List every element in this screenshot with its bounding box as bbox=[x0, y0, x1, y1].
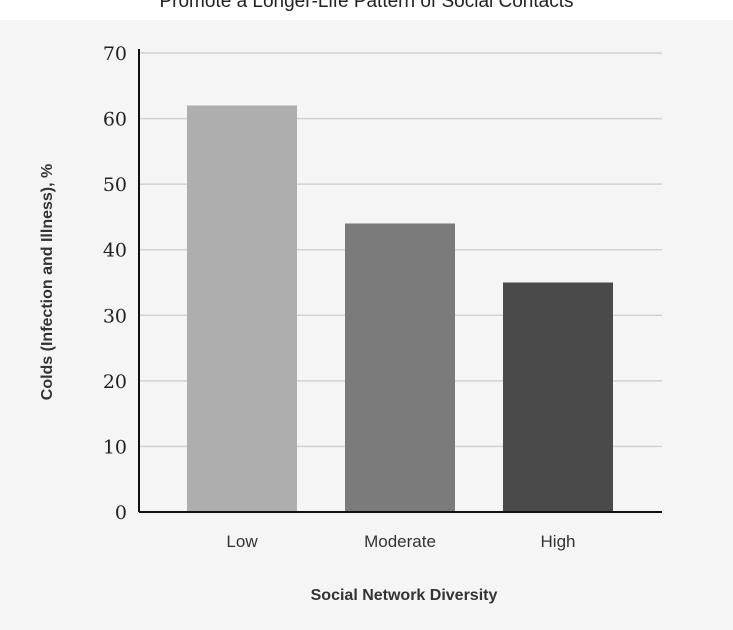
x-tick-label: Low bbox=[226, 532, 258, 551]
y-tick-labels: 0 10 20 30 40 50 60 70 bbox=[103, 43, 127, 524]
y-tick-label: 0 bbox=[115, 502, 127, 524]
y-tick-label: 50 bbox=[103, 174, 127, 196]
x-tick-labels: Low Moderate High bbox=[226, 532, 575, 551]
bar-chart: 0 10 20 30 40 50 60 70 Low Moderate High Social N… bbox=[39, 43, 662, 604]
y-tick-label: 30 bbox=[103, 305, 127, 327]
bar-high bbox=[503, 282, 613, 512]
bar-low bbox=[187, 105, 297, 512]
top-caption: Promote a Longer-Life Pattern of Social … bbox=[159, 0, 574, 12]
y-tick-label: 70 bbox=[103, 43, 127, 65]
x-tick-label: Moderate bbox=[364, 532, 436, 551]
y-tick-label: 60 bbox=[103, 109, 127, 131]
y-axis-title: Colds (Infection and Illness), % bbox=[39, 164, 56, 400]
y-tick-label: 10 bbox=[103, 436, 127, 458]
axes bbox=[138, 49, 662, 513]
bar-moderate bbox=[345, 223, 455, 512]
y-tick-label: 40 bbox=[103, 240, 127, 262]
top-caption-strip: Promote a Longer-Life Pattern of Social … bbox=[0, 0, 733, 20]
x-tick-label: High bbox=[541, 532, 576, 551]
chart-panel: 0 10 20 30 40 50 60 70 Low Moderate High Social N… bbox=[0, 20, 733, 630]
y-tick-label: 20 bbox=[103, 371, 127, 393]
x-axis-title: Social Network Diversity bbox=[311, 587, 498, 604]
bars bbox=[187, 105, 613, 512]
